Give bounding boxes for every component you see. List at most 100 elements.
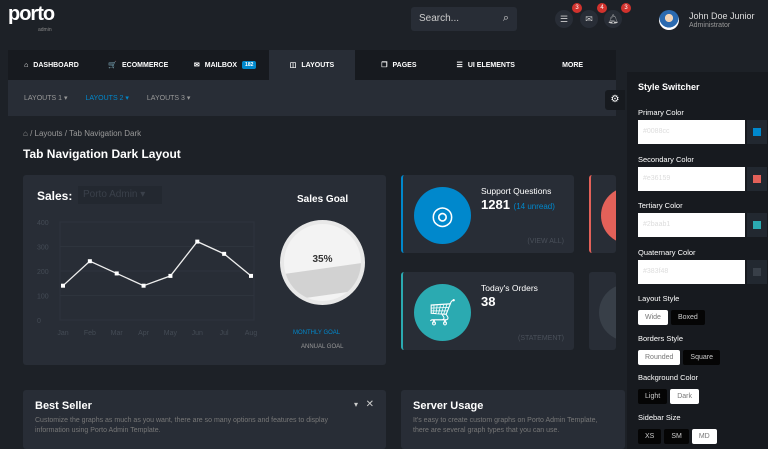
option-square[interactable]: Square [683,349,720,365]
envelope-icon[interactable]: ✉ 4 [580,3,607,28]
stat-label: Support Questions [481,186,552,196]
color-label: Quaternary Color [638,247,696,257]
monthly-goal-tab[interactable]: MONTHLY GOAL [293,330,341,336]
breadcrumb-layouts[interactable]: Layouts [34,129,63,138]
stat-circle-icon [601,187,616,244]
color-input[interactable]: #2baab1 [638,213,745,237]
nav-icon: ◫ [289,62,297,69]
sales-select[interactable]: Porto Admin ▾ [78,186,162,204]
panel-title: Best Seller [35,400,92,412]
sales-card: Sales: Porto Admin ▾ 0 100 200 300 400 Jan Feb… [23,175,386,365]
x-tick-label: Jul [220,330,229,337]
x-tick-label: Jun [192,330,203,337]
option-wide[interactable]: Wide [638,310,668,325]
page-title: Tab Navigation Dark Layout [23,147,181,161]
data-point [168,273,173,278]
tab-dashboard[interactable]: ⌂ DASHBOARD [8,50,95,80]
x-tick-label: Aug [245,330,258,337]
nav-icon: ☰ [456,62,463,69]
y-tick-label: 400 [37,220,49,227]
switcher-title: Style Switcher [638,82,700,92]
panel-text: It's easy to create custom graphs on Por… [413,417,598,434]
color-swatch[interactable] [747,259,767,284]
y-tick-label: 200 [37,269,49,276]
option-group: XS SM MD [638,425,720,444]
option-group-label: Sidebar Size [638,412,681,422]
option-light[interactable]: Light [638,389,668,404]
subnav-layouts-3[interactable]: LAYOUTS 3 ▾ [146,95,191,102]
data-point [249,273,253,278]
data-point [87,259,92,264]
tab-ecommerce[interactable]: 🛒 ECOMMERCE [95,50,182,80]
x-tick-label: Jan [57,330,68,337]
logo[interactable]: porto admin [8,3,55,33]
close-icon[interactable]: ✕ [365,399,374,410]
partial-stat-card [589,175,616,253]
subnav-layouts-1[interactable]: LAYOUTS 1 ▾ [24,95,68,102]
avatar[interactable] [659,10,679,30]
annual-goal-tab[interactable]: ANNUAL GOAL [301,344,344,350]
nav-icon: 🛒 [108,62,117,69]
tab-mailbox[interactable]: ✉ MAILBOX 182 [182,50,269,80]
mailbox-badge: 182 [242,61,257,69]
y-tick-label: 300 [37,245,49,252]
tab-layouts[interactable]: ◫ LAYOUTS [268,50,356,80]
home-icon[interactable]: ⌂ [23,129,28,138]
option-xs[interactable]: XS [638,428,662,444]
color-swatch[interactable] [747,120,767,144]
color-input[interactable]: #e36159 [638,166,745,191]
nav-icon: ❐ [381,62,388,69]
best-seller-panel: Best Seller Customize the graphs as much… [23,390,386,449]
option-boxed[interactable]: Boxed [670,310,705,325]
color-swatch[interactable] [747,166,767,191]
color-swatch[interactable] [747,213,767,237]
tab-label: MAILBOX [204,61,238,69]
sales-line-chart: 0 100 200 300 400 Jan Feb Mar Apr May Jun Jul Aug [37,220,258,337]
user-icon [599,284,616,341]
data-point [141,283,146,288]
option-md[interactable]: MD [691,428,717,444]
user-name[interactable]: John Doe Junior [689,11,755,21]
option-rounded[interactable]: Rounded [638,349,681,365]
todays-orders-card: 🛒︎ Today's Orders 38 (STATEMENT) [401,272,574,350]
stat-value: 1281 (14 unread) [481,197,555,212]
x-tick-label: Apr [138,330,150,337]
list-icon[interactable]: ☰ 3 [555,3,582,28]
collapse-chevron-icon[interactable]: ▾ [353,400,358,409]
view-all-link[interactable]: (VIEW ALL) [527,238,564,245]
option-sm[interactable]: SM [664,428,689,444]
nav-icon: ⌂ [24,61,29,69]
panel-title: Server Usage [413,400,484,412]
tab-label: LAYOUTS [301,61,335,69]
x-tick-label: Feb [84,330,96,337]
search-icon[interactable]: ⌕ [502,12,509,24]
y-tick-label: 100 [37,294,49,301]
option-group-label: Background Color [638,373,699,382]
style-switcher-panel: Style Switcher Primary Color #0088cc Secon… [627,72,768,449]
style-switcher-toggle-gear-icon[interactable]: ⚙ [605,90,625,110]
tab-more[interactable]: MORE [529,50,616,80]
sales-title: Sales: [37,189,73,203]
sales-goal-gauge: 35% [280,220,365,305]
tab-label: ECOMMERCE [122,61,169,69]
option-group: Wide Boxed [638,306,708,325]
option-dark[interactable]: Dark [670,389,699,404]
search-input[interactable]: Search... ⌕ [411,7,517,31]
color-input[interactable]: #383f48 [638,259,745,284]
color-input[interactable]: #0088cc [638,120,745,144]
tab-label: UI ELEMENTS [467,61,515,69]
statement-link[interactable]: (STATEMENT) [517,335,564,342]
main-nav: ⌂ DASHBOARD 🛒 ECOMMERCE ✉ MAILBOX 182 ◫ LAYOUTS ❐… [8,50,616,80]
breadcrumb: ⌂ / Layouts / Tab Navigation Dark [23,129,142,138]
tab-pages[interactable]: ❐ PAGES [355,50,442,80]
breadcrumb-current: Tab Navigation Dark [69,129,142,138]
subnav-layouts-2[interactable]: LAYOUTS 2 ▾ [85,95,129,102]
sales-line [62,240,252,287]
nav-icon: ✉ [193,62,200,69]
user-role: Administrator [689,22,731,29]
x-tick-label: Mar [111,330,124,337]
bell-icon[interactable]: 🔔︎ 3 [604,3,631,28]
sub-nav: LAYOUTS 1 ▾ LAYOUTS 2 ▾ LAYOUTS 3 ▾ [8,80,616,116]
tab-ui-elements[interactable]: ☰ UI ELEMENTS [442,50,529,80]
panel-text: Customize the graphs as much as you want… [35,417,328,434]
